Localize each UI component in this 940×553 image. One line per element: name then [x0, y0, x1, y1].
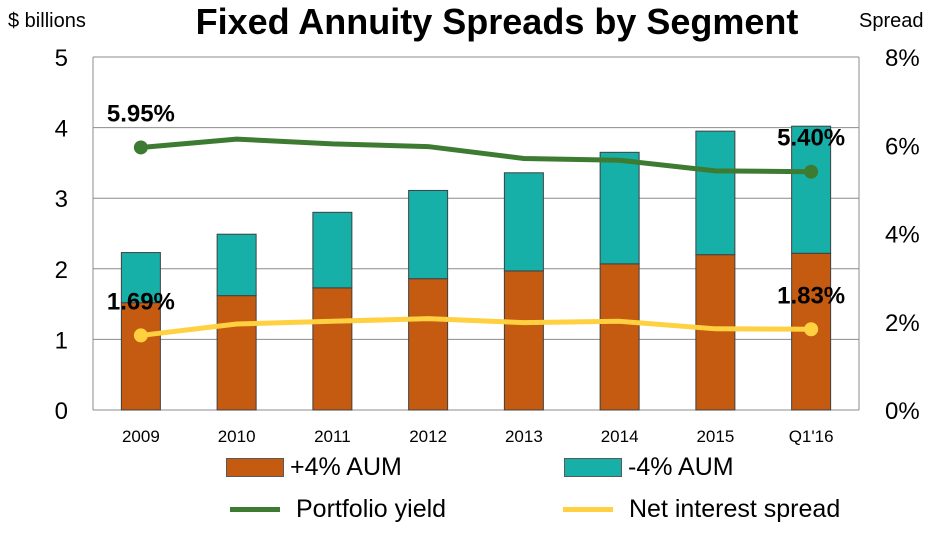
data-label-net-interest-spread: 1.83%	[777, 282, 845, 309]
y-tick-label: 5	[55, 45, 68, 72]
bar-minus4-aum	[599, 151, 640, 265]
lines	[133, 136, 819, 343]
marker-net-interest-spread	[804, 322, 819, 337]
y-tick-label: 2	[55, 257, 68, 284]
y2-tick-label: 4%	[885, 222, 920, 249]
y2-tick-label: 0%	[885, 398, 920, 425]
x-tick-label: 2011	[314, 427, 351, 446]
y-tick-label: 3	[55, 186, 68, 213]
data-labels: 5.95% 5.40% 1.69% 1.83%	[107, 100, 845, 315]
bar-minus4-aum	[695, 130, 736, 256]
axis-ticks: 0 1 2 3 4 5 0% 2% 4% 6% 8% 2009 2010 2011 2012 2013 2014…	[55, 45, 920, 446]
bar-minus4-aum	[408, 189, 449, 280]
right-axis-unit: Spread	[859, 10, 924, 32]
bar-minus4-aum	[120, 252, 161, 304]
bar-plus4-aum	[599, 263, 640, 411]
x-tick-label: Q1'16	[789, 427, 834, 446]
bar-plus4-aum	[408, 278, 449, 411]
x-tick-label: 2012	[409, 427, 447, 446]
marker-portfolio-yield	[804, 164, 819, 179]
gridlines	[92, 56, 860, 411]
line-portfolio-yield	[140, 136, 812, 175]
chart-title: Fixed Annuity Spreads by Segment	[196, 1, 799, 42]
bar-minus4-aum	[312, 211, 353, 289]
bar-minus4-aum	[216, 233, 257, 297]
bar-plus4-aum	[312, 287, 353, 411]
bar-plus4-aum	[695, 254, 736, 411]
y-tick-label: 0	[55, 398, 68, 425]
bar-plus4-aum	[503, 270, 544, 411]
bar-minus4-aum	[503, 172, 544, 272]
x-tick-label: 2015	[696, 427, 734, 446]
y-tick-label: 1	[55, 327, 68, 354]
x-tick-label: 2014	[601, 427, 639, 446]
bar-plus4-aum	[120, 302, 161, 411]
bar-plus4-aum	[216, 295, 257, 411]
y-tick-label: 4	[55, 116, 68, 143]
data-label-net-interest-spread: 1.69%	[107, 288, 175, 315]
marker-portfolio-yield	[133, 140, 148, 155]
y2-tick-label: 6%	[885, 133, 920, 160]
data-label-portfolio-yield: 5.40%	[777, 125, 845, 152]
x-tick-label: 2009	[122, 427, 160, 446]
y2-tick-label: 8%	[885, 45, 920, 72]
y2-tick-label: 2%	[885, 310, 920, 337]
data-label-portfolio-yield: 5.95%	[107, 100, 175, 127]
x-tick-label: 2013	[505, 427, 543, 446]
marker-net-interest-spread	[133, 328, 148, 343]
x-tick-label: 2010	[218, 427, 256, 446]
left-axis-unit: $ billions	[8, 10, 86, 32]
line-net-interest-spread	[140, 316, 812, 338]
bar-minus4-aum	[791, 125, 832, 254]
